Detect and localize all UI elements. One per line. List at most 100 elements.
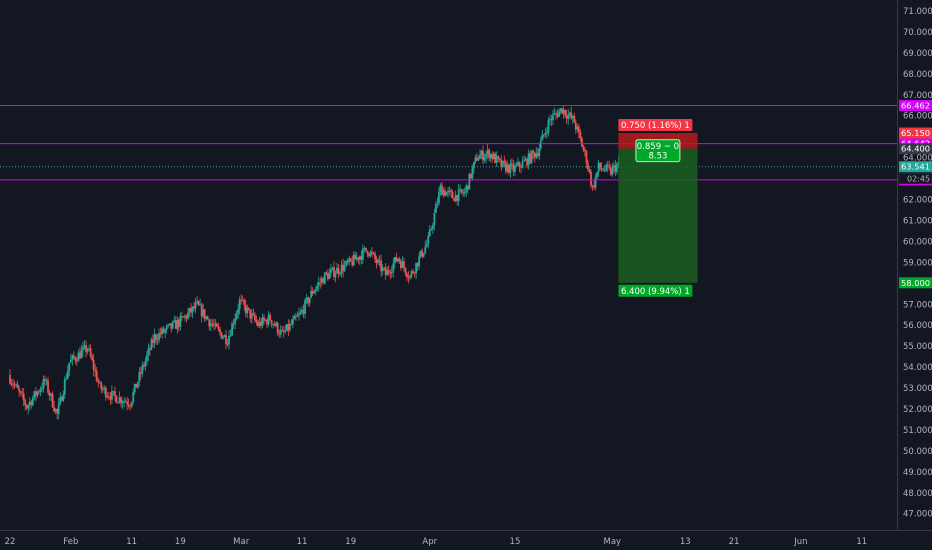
candle [462,189,465,197]
candle [488,148,491,162]
candle [453,197,456,202]
candle [468,172,471,190]
candle [345,260,348,268]
x-tick-label: 13 [680,537,691,547]
candle [34,387,37,402]
svg-text:02:45: 02:45 [907,175,930,184]
candle [158,328,160,344]
candle [33,390,36,401]
candle [53,400,56,413]
candle [243,298,246,311]
candle [501,160,504,168]
candle [418,252,421,271]
candle [253,311,256,323]
candle [460,188,463,195]
candle [352,251,355,266]
x-tick-label: Feb [63,537,78,547]
y-tick-label: 60.000 [903,237,932,247]
candle [571,114,574,125]
candle [115,394,118,404]
candle [399,259,402,271]
candle [120,396,122,408]
candle [147,343,150,362]
y-tick-label: 57.000 [903,300,932,310]
candle [282,326,285,338]
candle [77,349,80,362]
y-tick-label: 51.000 [903,426,932,436]
candle [479,149,481,160]
candle [89,343,92,359]
candle [430,226,433,232]
horizontal-lines [0,105,897,181]
candle [127,398,130,409]
candle [238,296,241,315]
candle [375,255,378,269]
candle [114,386,116,402]
candle [576,124,579,133]
candle [444,187,446,197]
candle [232,318,235,330]
candle [368,252,370,259]
candle [615,162,618,175]
candle [336,262,338,274]
y-tick-label: 53.000 [903,384,932,394]
candle [173,315,176,323]
candle [144,357,147,372]
candle [612,161,615,174]
candle [79,346,81,360]
candle [138,367,141,388]
candle [587,159,589,172]
candle [123,396,125,408]
candle [413,271,416,278]
price-axis[interactable]: 47.000 48.000 49.000 50.000 51.000 52.000 53.0… [903,7,932,520]
take-profit-zone[interactable] [618,148,698,283]
candle [390,265,393,278]
candle [179,312,182,331]
risk-reward-label: 0.859 ~ 08.53 [635,139,681,163]
candle [191,305,194,319]
candle [387,265,390,277]
candle [95,367,98,382]
candle [56,408,59,420]
candle [369,250,372,258]
candle [509,159,512,179]
time-axis[interactable]: 22 Feb 11 19 Mar 11 19 Apr 15 May 13 21 Jun 11 [5,537,868,547]
candle [483,153,486,163]
x-tick-label: 19 [175,537,186,547]
candle [159,327,162,338]
candle [330,263,332,278]
candle [255,315,258,326]
candle [208,318,211,331]
candle [584,146,586,157]
candle [30,399,33,409]
candle [228,330,230,350]
candle [168,323,171,326]
candle [74,356,77,365]
candle [94,364,97,377]
candle [600,162,603,173]
candle [48,390,51,401]
candle [492,151,495,160]
candle [553,107,556,116]
candle [427,231,430,249]
candle [217,322,220,332]
candle [59,392,62,406]
candle [68,362,71,377]
candle [425,239,428,248]
candle [22,387,25,406]
short-position-tool[interactable]: 0.750 (1.16%) 1 6.400 (9.94%) 1 0.859 ~ 08… [618,119,698,297]
candle [491,151,494,163]
candle [546,126,548,139]
candle [523,155,525,162]
candle [463,187,466,197]
candle [193,301,195,312]
candle [184,314,186,321]
candle [346,258,349,266]
candle [92,353,95,377]
candle [555,110,557,120]
y-tick-label: 54.000 [903,363,932,373]
candle [524,156,527,162]
candle [257,319,259,328]
candle [529,150,532,165]
